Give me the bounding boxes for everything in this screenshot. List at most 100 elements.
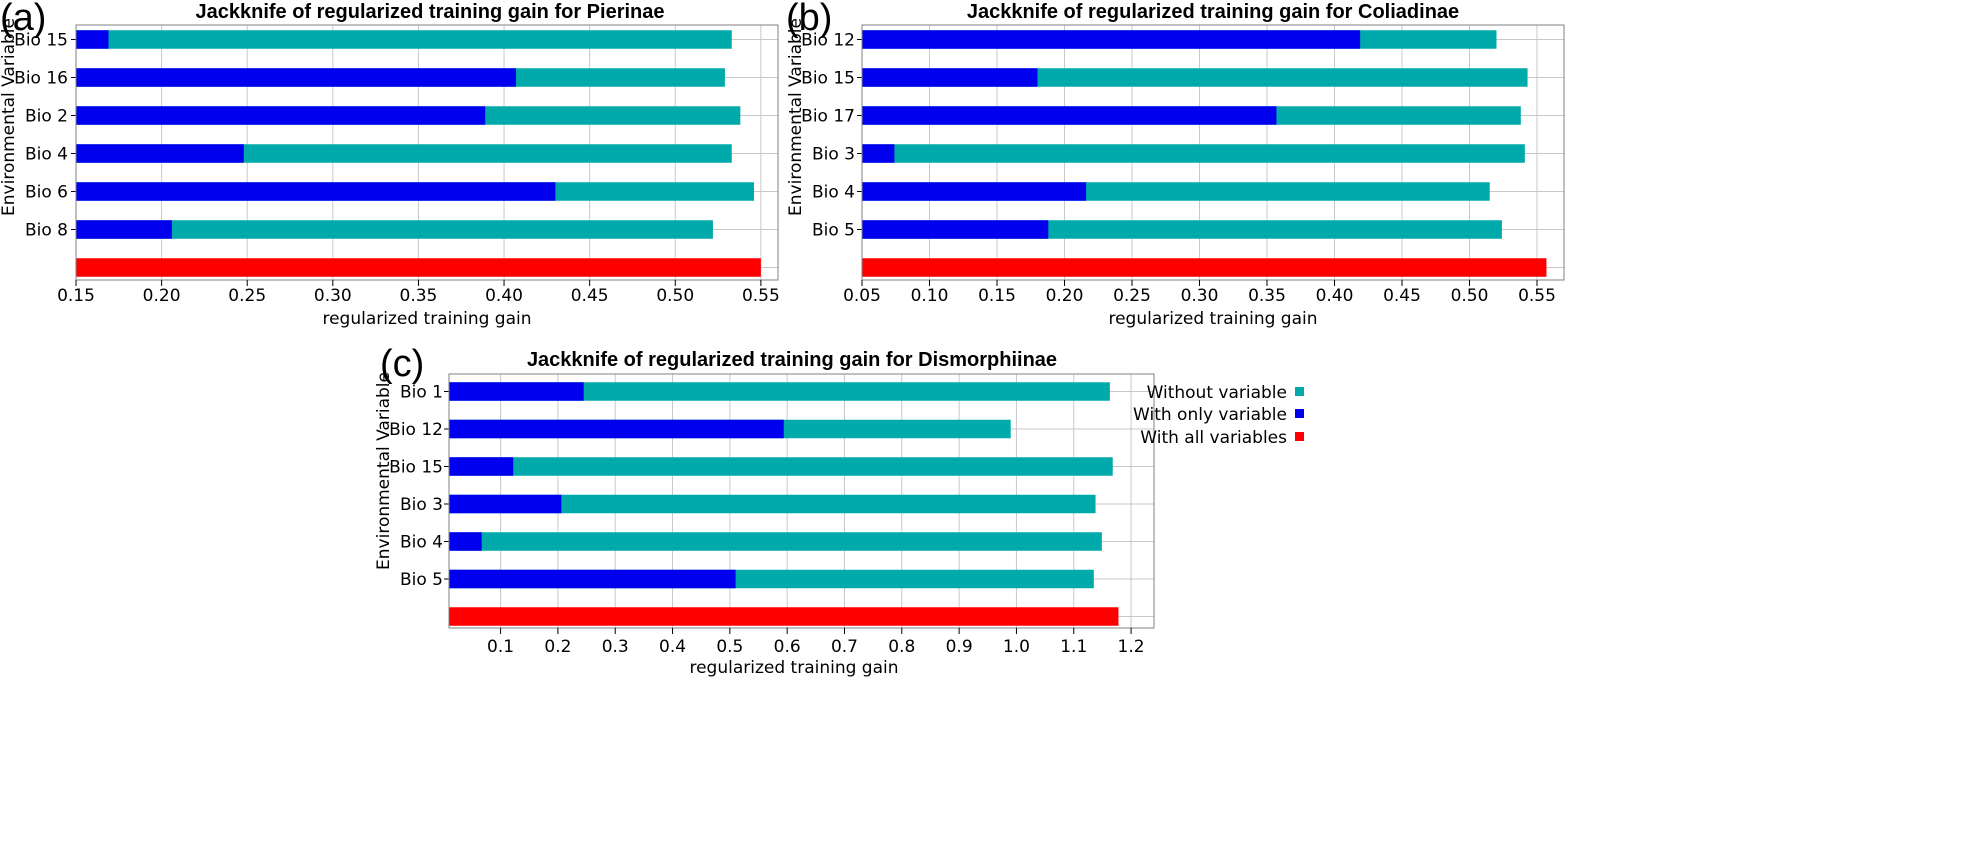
category-label: Bio 12	[389, 420, 443, 440]
bar-with-only-bio-4	[449, 532, 482, 551]
bar-with-only-bio-15	[862, 68, 1038, 87]
bar-with-only-bio-17	[862, 106, 1277, 125]
x-tick-label: 0.30	[1181, 286, 1219, 306]
category-label: Bio 12	[801, 31, 855, 51]
x-tick-label: 0.40	[485, 286, 523, 306]
x-tick-label: 0.30	[314, 286, 352, 306]
x-tick-label: 0.4	[659, 637, 686, 657]
plot-frame	[861, 24, 1565, 281]
bar-with-only-bio-12	[449, 419, 784, 439]
x-tick-label: 0.9	[946, 637, 973, 657]
category-label: Bio 4	[25, 145, 68, 165]
bar-with-only-bio-2	[76, 106, 486, 125]
x-tick-label: 0.45	[1383, 286, 1421, 306]
category-label: Bio 16	[14, 69, 68, 89]
bar-with-all-variables	[862, 258, 1547, 277]
x-tick-label: 0.45	[571, 286, 609, 306]
bar-without-bio-4	[449, 532, 1102, 551]
x-axis-label: regularized training gain	[1108, 309, 1317, 329]
category-label: Bio 2	[25, 107, 68, 127]
category-label: Bio 6	[25, 183, 68, 203]
x-tick-label: 0.6	[774, 637, 801, 657]
x-tick-label: 0.2	[544, 637, 571, 657]
category-label: Bio 5	[812, 221, 855, 241]
bar-with-only-bio-3	[862, 144, 895, 163]
category-label: Bio 1	[400, 383, 443, 403]
x-tick-label: 0.55	[1518, 286, 1556, 306]
bar-without-bio-3	[862, 144, 1525, 163]
x-tick-label: 0.40	[1316, 286, 1354, 306]
x-tick-label: 1.2	[1118, 637, 1145, 657]
x-tick-label: 0.5	[716, 637, 743, 657]
x-tick-label: 0.20	[143, 286, 181, 306]
legend-label-without: Without variable	[1147, 383, 1287, 403]
chart-panel-2: (b) Jackknife of regularized training gai…	[786, 0, 1565, 329]
x-tick-label: 0.25	[228, 286, 266, 306]
chart-title: Jackknife of regularized training gain f…	[195, 1, 664, 23]
x-tick-label: 0.10	[911, 286, 949, 306]
x-tick-label: 0.1	[487, 637, 514, 657]
x-tick-label: 0.15	[57, 286, 95, 306]
category-label: Bio 15	[14, 31, 68, 51]
legend-swatch-without	[1295, 387, 1304, 396]
category-label: Bio 3	[812, 145, 855, 165]
bar-without-bio-8	[76, 220, 713, 239]
bar-with-only-bio-5	[862, 220, 1049, 239]
x-tick-label: 1.0	[1003, 637, 1030, 657]
x-axis-label: regularized training gain	[322, 309, 531, 329]
legend-swatch-with_only	[1295, 409, 1304, 418]
y-axis-label: Environmental Variable	[786, 18, 806, 216]
bar-with-only-bio-15	[76, 30, 109, 49]
bar-without-bio-15	[76, 30, 732, 49]
panel-tag: (c)	[380, 343, 424, 385]
x-tick-label: 0.20	[1046, 286, 1084, 306]
x-tick-label: 0.55	[742, 286, 780, 306]
bar-with-all-variables	[449, 607, 1119, 626]
bar-with-only-bio-1	[449, 382, 584, 401]
category-label: Bio 15	[389, 458, 443, 478]
chart-title: Jackknife of regularized training gain f…	[527, 349, 1057, 371]
category-label: Bio 8	[25, 221, 68, 241]
x-tick-label: 0.35	[400, 286, 438, 306]
x-axis-label: regularized training gain	[689, 658, 898, 678]
bar-with-only-bio-4	[76, 144, 244, 163]
bar-with-only-bio-16	[76, 68, 517, 87]
x-tick-label: 0.7	[831, 637, 858, 657]
x-tick-label: 0.35	[1248, 286, 1286, 306]
legend-swatch-with_all	[1295, 432, 1304, 441]
category-label: Bio 4	[400, 533, 443, 553]
bar-with-only-bio-5	[449, 569, 736, 589]
category-label: Bio 5	[400, 570, 443, 590]
category-label: Bio 17	[801, 107, 855, 127]
bar-with-only-bio-15	[449, 457, 514, 476]
x-tick-label: 1.1	[1060, 637, 1087, 657]
x-tick-label: 0.05	[843, 286, 881, 306]
bar-with-only-bio-6	[76, 182, 556, 201]
bar-with-all-variables	[76, 258, 761, 277]
bar-with-only-bio-4	[862, 182, 1087, 201]
x-tick-label: 0.50	[1451, 286, 1489, 306]
bar-without-bio-15	[449, 457, 1113, 476]
bar-with-only-bio-3	[449, 494, 562, 514]
chart-title: Jackknife of regularized training gain f…	[967, 1, 1459, 23]
bar-with-only-bio-8	[76, 220, 172, 239]
category-label: Bio 15	[801, 69, 855, 89]
y-axis-label: Environmental Variable	[0, 18, 19, 216]
legend-label-with_only: With only variable	[1133, 405, 1287, 425]
plot-frame	[448, 373, 1155, 629]
plot-frame	[75, 24, 779, 281]
panel-tag: (b)	[786, 0, 832, 39]
x-tick-label: 0.50	[656, 286, 694, 306]
x-tick-label: 0.25	[1113, 286, 1151, 306]
chart-panel-1: (a) Jackknife of regularized training gai…	[0, 0, 780, 329]
panel-tag: (a)	[0, 0, 46, 39]
chart-panel-3: (c) Jackknife of regularized training gai…	[374, 343, 1155, 678]
category-label: Bio 3	[400, 495, 443, 515]
category-label: Bio 4	[812, 183, 855, 203]
x-tick-label: 0.15	[978, 286, 1016, 306]
x-tick-label: 0.8	[888, 637, 915, 657]
x-tick-label: 0.3	[602, 637, 629, 657]
bar-without-bio-1	[449, 382, 1110, 401]
